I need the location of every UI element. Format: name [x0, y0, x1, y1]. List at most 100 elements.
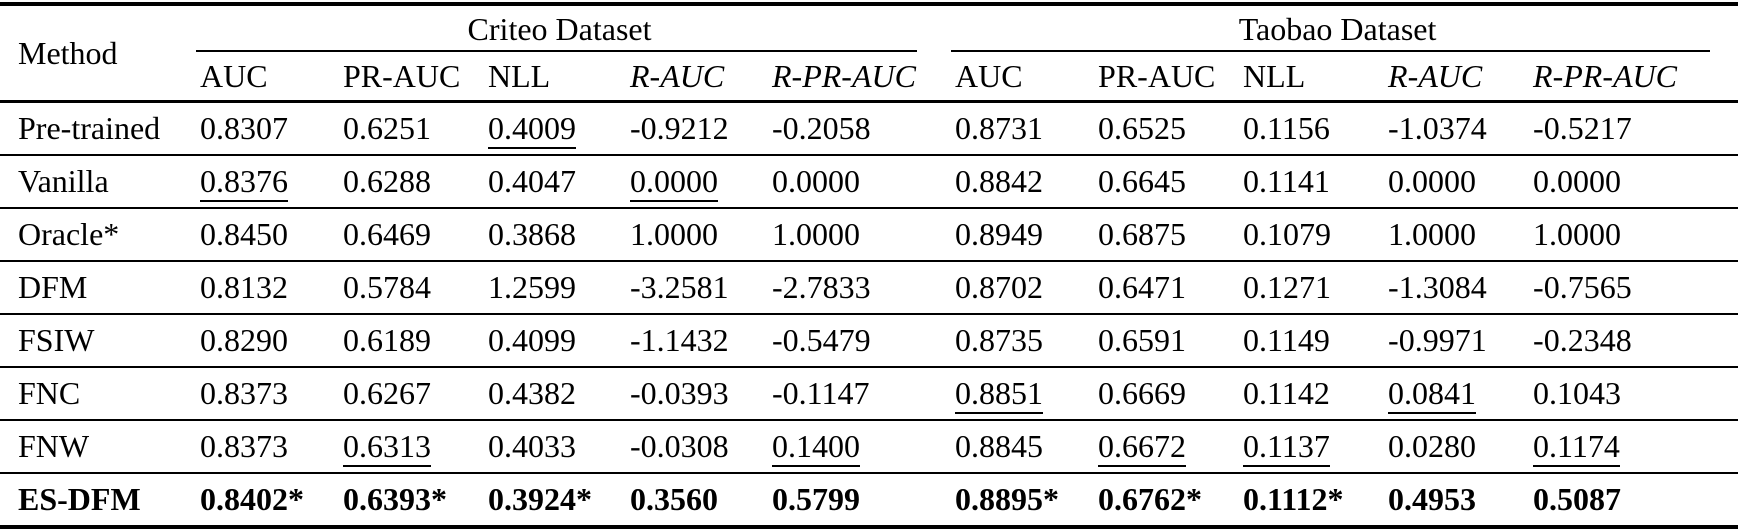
value-cell: -0.0308 [630, 428, 729, 464]
value-cell: 0.6393* [343, 481, 447, 517]
value-cell: 0.1142 [1243, 375, 1330, 411]
value-cell: 0.1400 [754, 420, 937, 473]
table-row-vanilla: Vanilla 0.8376 0.6288 0.4047 0.0000 0.0000 0.8… [0, 155, 1738, 208]
value-cell: 0.6591 [1098, 322, 1187, 358]
value-cell: 0.8842 [955, 163, 1044, 199]
method-cell: FNW [18, 428, 90, 464]
value-cell: 0.0000 [1533, 163, 1622, 199]
column-header-nll-criteo: NLL [488, 57, 551, 94]
value-cell: 0.8376 [182, 155, 325, 208]
value-cell: 0.8851 [937, 367, 1080, 420]
value-cell: 0.1137 [1225, 420, 1370, 473]
value-cell: -2.7833 [772, 269, 871, 305]
underlined-value: 0.6313 [343, 428, 431, 467]
value-cell: 0.6189 [343, 322, 431, 358]
value-cell: 0.3560 [630, 481, 718, 517]
value-cell: 0.1079 [1243, 216, 1332, 252]
value-cell: 0.8731 [955, 110, 1044, 146]
value-cell: -3.2581 [630, 269, 729, 305]
criteo-group-header: Criteo Dataset [182, 4, 937, 52]
metric-header-row: AUC PR-AUC NLL R-AUC R-PR-AUC AUC PR-AUC NLL R-A… [0, 52, 1738, 102]
column-header-auc-criteo: AUC [200, 57, 268, 94]
underlined-value: 0.1137 [1243, 428, 1330, 467]
table-body: Pre-trained 0.8307 0.6251 0.4009 -0.9212 -0.2… [0, 102, 1738, 528]
value-cell: 0.8307 [200, 110, 288, 146]
value-cell: 0.1156 [1243, 110, 1330, 146]
method-cell: DFM [18, 269, 88, 305]
value-cell: 0.8735 [955, 322, 1044, 358]
taobao-group-header: Taobao Dataset [937, 4, 1738, 52]
value-cell: 1.0000 [1388, 216, 1477, 252]
value-cell: -0.9212 [630, 110, 729, 146]
value-cell: 0.4099 [488, 322, 576, 358]
value-cell: 0.8290 [200, 322, 288, 358]
value-cell: 0.4009 [470, 102, 612, 156]
criteo-group-rule [196, 50, 918, 52]
underlined-value: 0.0841 [1388, 375, 1477, 414]
column-header-r-auc-criteo: R-AUC [630, 57, 725, 94]
group-header-row: Method Criteo Dataset Taobao Dataset [0, 4, 1738, 71]
value-cell: -0.2348 [1533, 322, 1632, 358]
value-cell: 0.1112* [1243, 481, 1344, 517]
value-cell: 0.5799 [772, 481, 860, 517]
value-cell: -0.9971 [1388, 322, 1487, 358]
table-row-fsiw: FSIW 0.8290 0.6189 0.4099 -1.1432 -0.5479 0.87… [0, 314, 1738, 367]
value-cell: 0.1043 [1533, 375, 1622, 411]
value-cell: 0.0280 [1388, 428, 1477, 464]
value-cell: 0.8845 [955, 428, 1044, 464]
column-header-r-pr-auc-taobao: R-PR-AUC [1533, 57, 1677, 94]
value-cell: 0.5087 [1533, 481, 1622, 517]
value-cell: 0.8949 [955, 216, 1044, 252]
table-header: Method Criteo Dataset Taobao Dataset AUC… [0, 4, 1738, 102]
value-cell: 1.0000 [1533, 216, 1622, 252]
value-cell: 0.4047 [488, 163, 576, 199]
method-cell: ES-DFM [18, 481, 141, 517]
underlined-value: 0.1174 [1533, 428, 1620, 467]
column-header-nll-taobao: NLL [1243, 57, 1306, 94]
method-column-header: Method [18, 34, 118, 71]
underlined-value: 0.0000 [630, 163, 718, 202]
value-cell: 0.6762* [1098, 481, 1203, 517]
value-cell: 0.1149 [1243, 322, 1330, 358]
value-cell: 0.6525 [1098, 110, 1187, 146]
value-cell: 0.8132 [200, 269, 288, 305]
value-cell: 0.4382 [488, 375, 576, 411]
value-cell: -0.5479 [772, 322, 871, 358]
value-cell: -1.3084 [1388, 269, 1487, 305]
value-cell: -1.0374 [1388, 110, 1487, 146]
method-cell: Vanilla [18, 163, 109, 199]
value-cell: 0.4033 [488, 428, 576, 464]
value-cell: -0.5217 [1533, 110, 1632, 146]
value-cell: 0.1141 [1243, 163, 1330, 199]
column-header-auc-taobao: AUC [955, 57, 1023, 94]
value-cell: -0.2058 [772, 110, 871, 146]
value-cell: -0.7565 [1533, 269, 1632, 305]
table-row-dfm: DFM 0.8132 0.5784 1.2599 -3.2581 -2.7833 0.870… [0, 261, 1738, 314]
underlined-value: 0.8376 [200, 163, 288, 202]
value-cell: 0.1271 [1243, 269, 1332, 305]
taobao-group-rule [951, 50, 1711, 52]
method-cell: Pre-trained [18, 110, 161, 146]
value-cell: 0.0841 [1370, 367, 1515, 420]
table-row-fnw: FNW 0.8373 0.6313 0.4033 -0.0308 0.1400 0.8845… [0, 420, 1738, 473]
taobao-group-label: Taobao Dataset [1238, 10, 1437, 47]
method-cell: FSIW [18, 322, 95, 358]
value-cell: 0.6469 [343, 216, 431, 252]
method-cell: FNC [18, 375, 81, 411]
underlined-value: 0.8851 [955, 375, 1044, 414]
value-cell: 0.8702 [955, 269, 1044, 305]
value-cell: 0.0000 [772, 163, 860, 199]
underlined-value: 0.6672 [1098, 428, 1187, 467]
column-header-r-auc-taobao: R-AUC [1388, 57, 1483, 94]
table-row-pre-trained: Pre-trained 0.8307 0.6251 0.4009 -0.9212 -0.2… [0, 102, 1738, 156]
underlined-value: 0.1400 [772, 428, 860, 467]
value-cell: -1.1432 [630, 322, 729, 358]
value-cell: 0.3924* [488, 481, 592, 517]
value-cell: 0.6251 [343, 110, 431, 146]
value-cell: 0.8373 [200, 375, 288, 411]
table-row-fnc: FNC 0.8373 0.6267 0.4382 -0.0393 -0.1147 0.885… [0, 367, 1738, 420]
value-cell: 1.0000 [772, 216, 860, 252]
table-row-oracle-: Oracle* 0.8450 0.6469 0.3868 1.0000 1.0000 0.8… [0, 208, 1738, 261]
value-cell: 0.6672 [1080, 420, 1225, 473]
